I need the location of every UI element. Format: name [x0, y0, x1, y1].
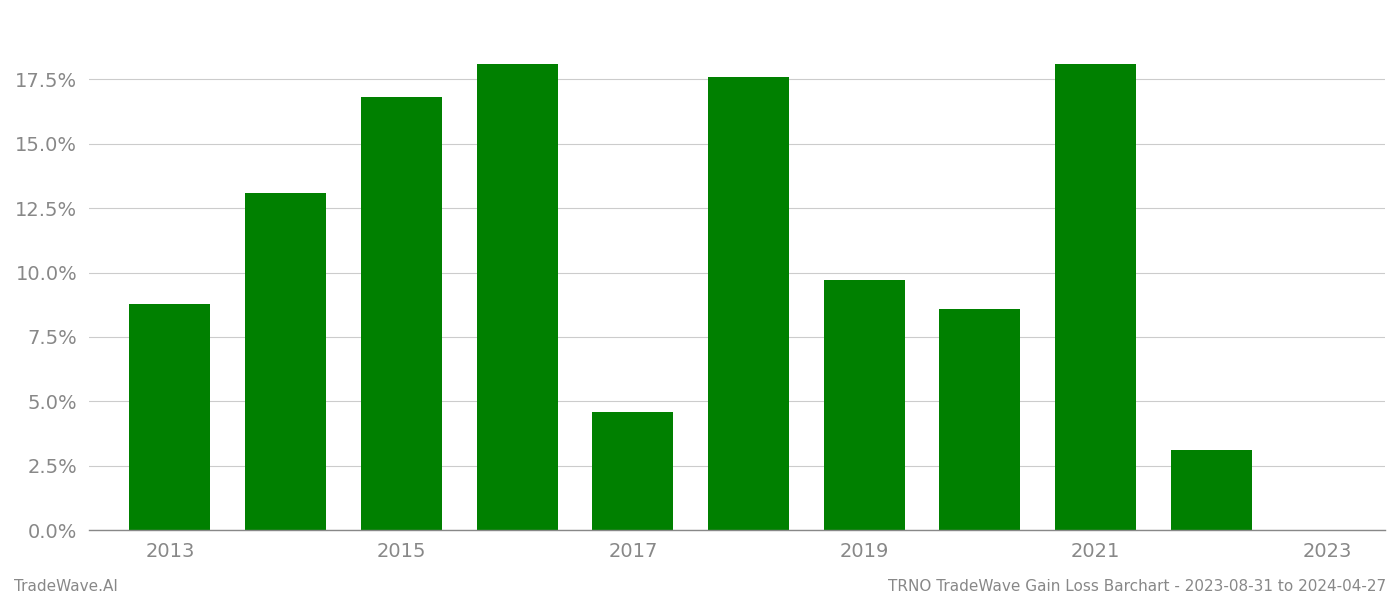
Bar	[245, 193, 326, 530]
Bar	[361, 97, 442, 530]
Bar	[129, 304, 210, 530]
Bar	[476, 64, 557, 530]
Bar	[823, 280, 904, 530]
Bar	[1056, 64, 1137, 530]
Bar	[939, 308, 1021, 530]
Bar	[708, 77, 790, 530]
Text: TRNO TradeWave Gain Loss Barchart - 2023-08-31 to 2024-04-27: TRNO TradeWave Gain Loss Barchart - 2023…	[888, 579, 1386, 594]
Text: TradeWave.AI: TradeWave.AI	[14, 579, 118, 594]
Bar	[592, 412, 673, 530]
Bar	[1170, 451, 1252, 530]
